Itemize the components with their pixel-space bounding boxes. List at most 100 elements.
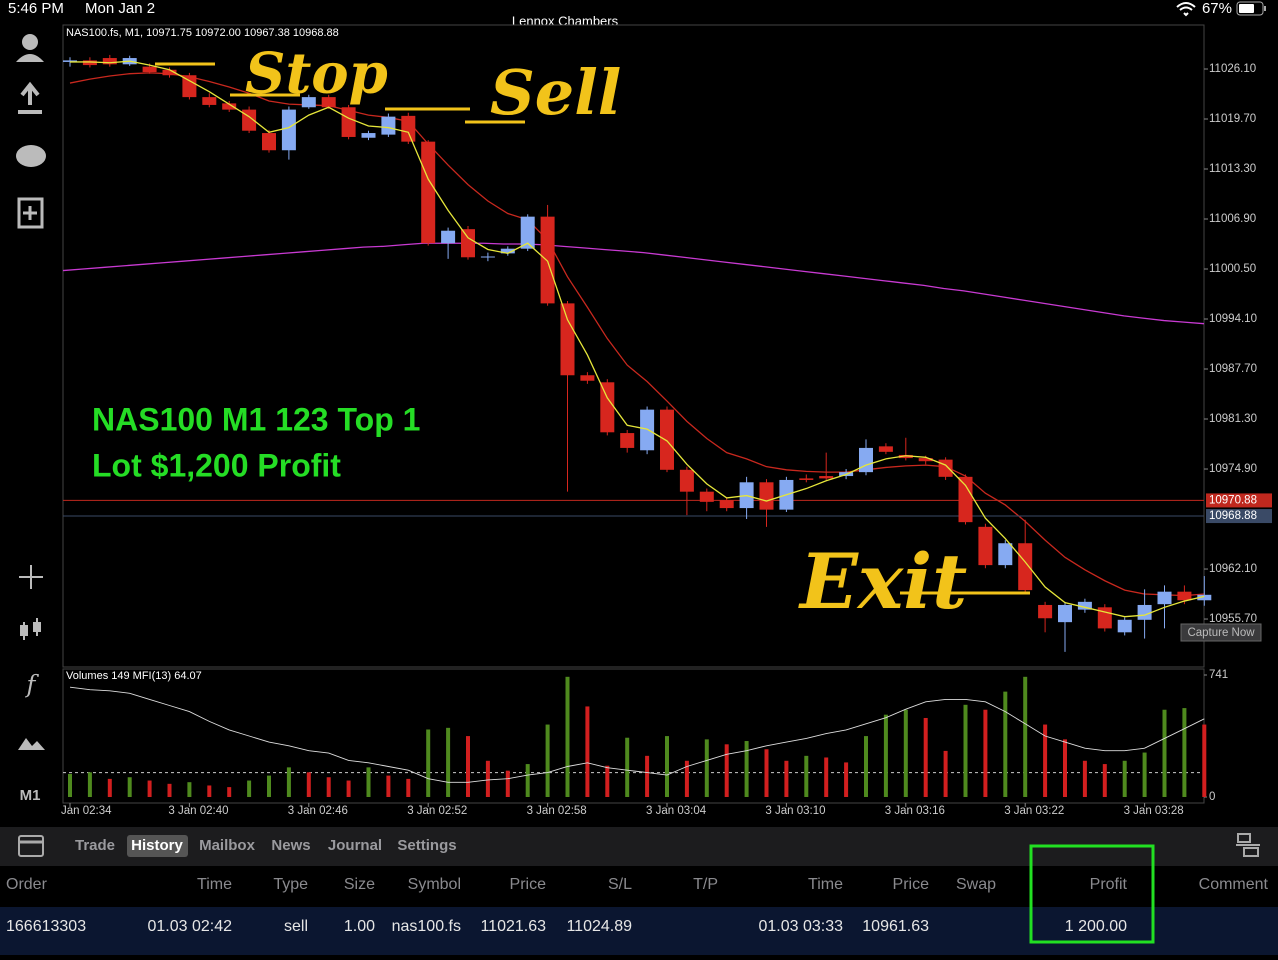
layout-icon[interactable]	[1236, 833, 1260, 857]
volume-bar	[207, 785, 212, 797]
volume-bar	[525, 764, 530, 797]
volume-bar	[943, 750, 948, 797]
account-icon[interactable]	[22, 34, 38, 50]
tab[interactable]: History	[131, 837, 183, 854]
handwriting-stroke	[385, 107, 525, 124]
candle-body	[1038, 604, 1053, 619]
moving-average	[69, 72, 1205, 597]
candle-body	[1137, 604, 1152, 620]
handwriting: Exit	[798, 537, 967, 626]
moving-average	[62, 242, 1205, 325]
candle-body	[102, 58, 117, 65]
volume-bar	[147, 780, 152, 797]
volume-bar	[963, 704, 968, 797]
candle-body	[600, 382, 615, 433]
tab[interactable]: Trade	[75, 837, 115, 854]
x-tick-label: 3 Jan 02:52	[407, 805, 467, 817]
volume-bar	[1023, 676, 1028, 797]
candle-body	[1117, 619, 1132, 633]
new-doc-icon[interactable]	[17, 197, 44, 229]
timeframe-button[interactable]: M1	[20, 787, 41, 804]
chat-icon[interactable]	[16, 145, 46, 167]
candle-body	[441, 230, 456, 244]
candle-body	[719, 500, 734, 509]
candle-body	[301, 97, 316, 108]
volume-bar	[167, 783, 172, 797]
volume-bar	[1162, 709, 1167, 797]
volume-bar	[724, 744, 729, 797]
column-header: Price	[510, 876, 547, 893]
y-tick-label: 11013.30	[1209, 163, 1256, 175]
volume-bar	[267, 775, 271, 797]
tab[interactable]: News	[271, 837, 310, 854]
candle-body	[281, 109, 296, 151]
candle-body	[620, 433, 635, 448]
table-cell: 166613303	[6, 918, 86, 935]
candle-body	[361, 133, 376, 138]
candle-body	[1157, 591, 1172, 605]
candle-body	[1197, 594, 1212, 601]
column-header: Price	[893, 876, 930, 893]
volume-bar	[625, 737, 630, 797]
volume-bar	[1063, 739, 1067, 797]
volume-bar	[107, 778, 112, 797]
x-tick-label: 3 Jan 03:28	[1124, 805, 1184, 817]
x-tick-label: 3 Jan 03:04	[646, 805, 707, 817]
candle-body	[520, 216, 535, 249]
candle-body	[262, 133, 276, 151]
y-tick-label: 10987.70	[1209, 363, 1257, 375]
crosshair-icon[interactable]	[19, 565, 43, 589]
objects-icon[interactable]	[18, 738, 45, 750]
price-label-box	[1206, 493, 1272, 508]
volume-bar	[1082, 760, 1087, 797]
chart-type-icon[interactable]	[20, 625, 28, 636]
mfi-line	[69, 686, 1205, 783]
column-header: Order	[6, 876, 48, 893]
headline: NAS100 M1 123 Top 1	[92, 401, 420, 437]
column-header: Size	[344, 876, 375, 893]
column-header: Comment	[1199, 876, 1269, 893]
volume-bar	[306, 772, 311, 797]
candle-body	[82, 60, 97, 66]
tab[interactable]: Settings	[397, 837, 456, 854]
candle-body	[480, 256, 495, 258]
column-header: Type	[273, 876, 308, 893]
volume-bar	[446, 727, 451, 797]
volume-bar	[903, 709, 908, 797]
candle-body	[1018, 543, 1033, 591]
volume-bar	[1102, 764, 1107, 797]
table-cell: 1.00	[344, 918, 375, 935]
volume-bar	[605, 765, 610, 797]
table-cell: 11021.63	[480, 918, 546, 935]
battery-text: 67%	[1202, 0, 1232, 17]
volume-bar	[704, 739, 709, 797]
active-tab-bg	[127, 835, 188, 857]
candle-body	[182, 75, 197, 98]
candle-body	[381, 116, 396, 135]
candle-body	[898, 454, 913, 459]
volume-bar	[485, 760, 490, 797]
column-header: Time	[808, 876, 843, 893]
x-tick-label: Jan 02:34	[61, 805, 112, 817]
capture-button[interactable]	[1180, 623, 1262, 642]
candle-body	[500, 248, 515, 254]
tab[interactable]: Journal	[328, 837, 382, 854]
candle-body	[660, 409, 674, 470]
volume-bar	[1043, 724, 1048, 797]
candle-body	[461, 229, 475, 258]
volume-bar	[1142, 752, 1147, 797]
plot: 11026.10 11019.70 11013.30 11006.90 11000.50…	[61, 54, 1272, 817]
y-tick-label: 11026.10	[1209, 63, 1256, 75]
candle-body	[162, 69, 177, 76]
trade-icon[interactable]	[18, 81, 42, 114]
price-label: 10968.88	[1209, 510, 1257, 522]
candle-body	[679, 469, 694, 492]
volume-bar	[804, 755, 809, 797]
volume-bar	[684, 760, 689, 797]
vol-tick-label: 741	[1209, 669, 1228, 681]
volume-bar	[127, 777, 132, 797]
tab[interactable]: Mailbox	[199, 837, 255, 854]
candle-body	[938, 459, 953, 477]
calendar-icon[interactable]	[18, 835, 44, 857]
candle-body	[978, 526, 993, 566]
